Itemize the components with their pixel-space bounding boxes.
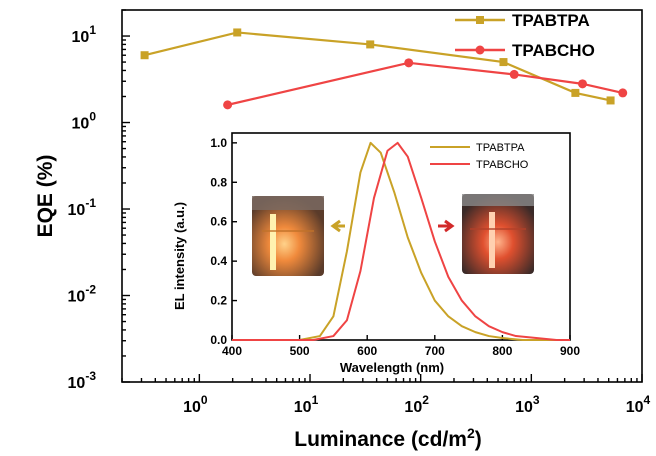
legend-item-tpabcho: TPABCHO [455, 41, 595, 60]
x-tick-label: 103 [515, 393, 540, 416]
inset-legend: TPABTPA TPABCHO [430, 142, 529, 171]
x-axis-title-superscript: 2 [467, 425, 475, 441]
data-point-tpabcho [578, 79, 588, 89]
legend-label-tpabcho: TPABCHO [512, 41, 595, 60]
y-tick-exponent: 0 [89, 110, 96, 124]
data-point-tpabtpa [366, 40, 375, 49]
x-tick-exponent: 3 [533, 393, 540, 407]
y-tick-base: 10 [72, 29, 90, 46]
device-photo-tpabcho [462, 194, 534, 274]
y-tick-exponent: -1 [85, 196, 96, 210]
inset-y-axis-title: EL intensity (a.u.) [172, 202, 187, 310]
x-tick-base: 10 [626, 399, 644, 416]
x-tick-exponent: 4 [644, 393, 651, 407]
inset-series-line-tpabtpa [232, 141, 570, 341]
y-tick-label: 10-3 [68, 369, 97, 392]
x-tick-base: 10 [515, 399, 533, 416]
y-tick-exponent: -2 [85, 283, 96, 297]
inset-x-axis-title: Wavelength (nm) [340, 360, 444, 375]
y-axis-title: EQE (%) [34, 155, 57, 238]
inset-y-tick-label: 0.0 [210, 333, 227, 347]
series-line-tpabcho [227, 61, 623, 106]
inset-x-tick-label: 400 [222, 344, 242, 358]
y-tick-base: 10 [68, 375, 86, 392]
legend-marker-tpabcho [475, 45, 485, 55]
series-line-tpabtpa [144, 31, 611, 102]
x-tick-label: 100 [183, 393, 208, 416]
y-tick-base: 10 [72, 116, 90, 133]
data-point-tpabcho [223, 100, 233, 110]
y-tick-exponent: 1 [89, 23, 96, 37]
main-plot-frame [121, 9, 643, 383]
inset-x-tick-label: 800 [492, 344, 512, 358]
legend-label-tpabtpa: TPABTPA [512, 11, 590, 30]
y-tick-label: 10-2 [68, 283, 97, 306]
x-tick-base: 10 [294, 399, 312, 416]
x-tick-exponent: 1 [312, 393, 319, 407]
inset-x-tick-label: 700 [425, 344, 445, 358]
x-tick-label: 101 [294, 393, 319, 416]
data-point-tpabcho [618, 88, 628, 98]
inset-y-tick-label: 0.6 [210, 215, 227, 229]
x-tick-exponent: 0 [201, 393, 208, 407]
inset-y-tick-label: 0.4 [210, 254, 227, 268]
x-tick-base: 10 [404, 399, 422, 416]
data-point-tpabtpa [140, 51, 149, 60]
data-point-tpabtpa [571, 88, 580, 97]
inset-x-tick-label: 500 [290, 344, 310, 358]
x-axis-title-main: Luminance (cd/m [294, 428, 467, 451]
x-tick-label: 102 [404, 393, 429, 416]
legend-item-tpabtpa: TPABTPA [455, 11, 590, 30]
inset-x-tick-label: 600 [357, 344, 377, 358]
device-photo-tpabtpa [252, 196, 324, 276]
inset-series-line-tpabcho [232, 141, 570, 341]
data-point-tpabcho [509, 69, 519, 79]
el-spectrum-inset: 400 500 600 700 800 900 0.0 0.2 0.4 0.6 0.8 1.0 EL … [172, 132, 580, 375]
data-point-tpabcho [404, 58, 414, 68]
inset-frame [231, 132, 571, 341]
inset-legend-label-tpabcho: TPABCHO [476, 159, 529, 171]
main-plot-series [140, 28, 628, 110]
inset-series [232, 141, 570, 341]
data-point-tpabtpa [233, 28, 242, 37]
inset-x-tick-label: 900 [560, 344, 580, 358]
y-tick-base: 10 [68, 289, 86, 306]
y-tick-label: 100 [72, 110, 97, 133]
legend-marker-tpabtpa [476, 16, 484, 24]
main-legend: TPABTPA TPABCHO [455, 11, 595, 60]
x-axis-title-end: ) [475, 428, 482, 451]
x-tick-exponent: 2 [422, 393, 429, 407]
y-tick-base: 10 [68, 202, 86, 219]
x-tick-base: 10 [183, 399, 201, 416]
y-tick-label: 101 [72, 23, 97, 46]
y-tick-label: 10-1 [68, 196, 97, 219]
inset-y-tick-label: 0.2 [210, 294, 227, 308]
arrow-right-icon [438, 219, 455, 233]
arrow-left-icon [330, 219, 345, 233]
inset-y-tick-label: 0.8 [210, 175, 227, 189]
inset-y-tick-label: 1.0 [210, 136, 227, 150]
inset-legend-label-tpabtpa: TPABTPA [476, 142, 525, 154]
data-point-tpabtpa [499, 58, 508, 67]
y-tick-exponent: -3 [85, 369, 96, 383]
x-tick-label: 104 [626, 393, 651, 416]
data-point-tpabtpa [606, 96, 615, 105]
x-axis-title: Luminance (cd/m2) [294, 425, 482, 451]
